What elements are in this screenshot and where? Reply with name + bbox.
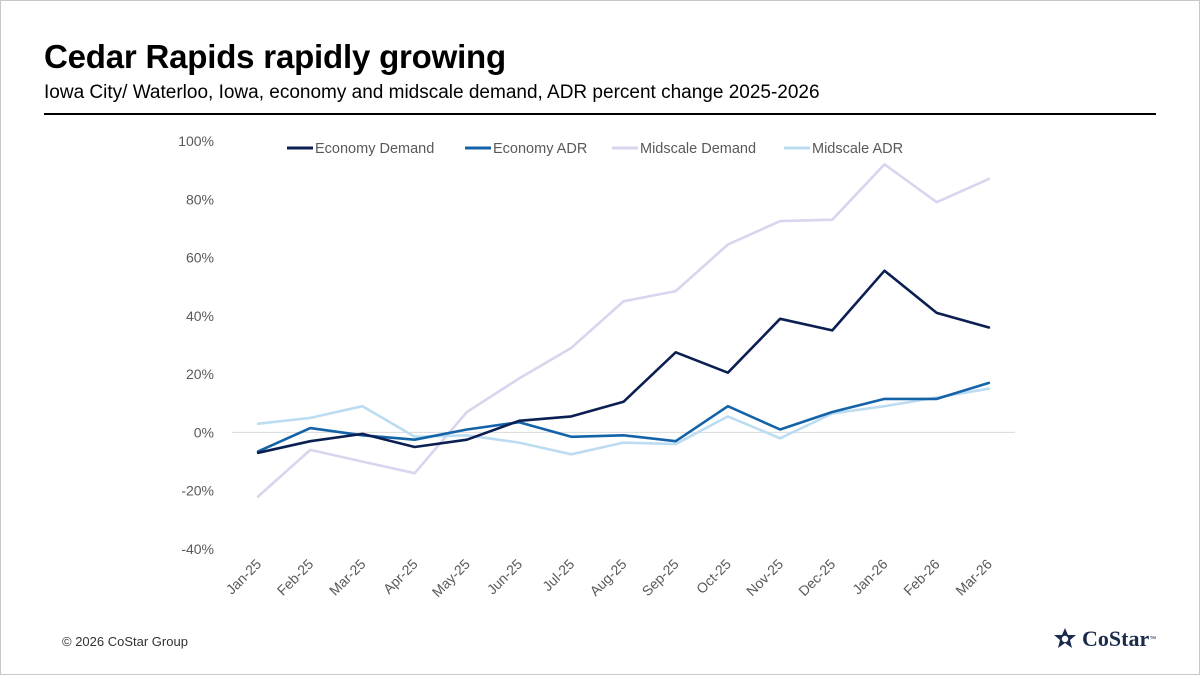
y-tick-label: 60%: [186, 250, 214, 266]
chart-subtitle: Iowa City/ Waterloo, Iowa, economy and m…: [44, 82, 820, 103]
x-tick-label: Mar-26: [952, 556, 995, 599]
y-tick-label: 20%: [186, 366, 214, 382]
legend-label: Midscale ADR: [812, 141, 903, 157]
legend-label: Economy Demand: [315, 141, 434, 157]
logo-wordmark: CoStar: [1082, 626, 1150, 651]
y-tick-label: 80%: [186, 191, 214, 207]
x-tick-label: Dec-25: [795, 556, 838, 599]
series-line-economy-demand: [256, 269, 991, 455]
costar-star-icon: [1054, 628, 1076, 648]
copyright-text: © 2026 CoStar Group: [62, 634, 188, 649]
x-tick-label: Nov-25: [743, 556, 786, 599]
title-divider: [44, 113, 1156, 115]
x-tick-label: Aug-25: [586, 556, 629, 599]
series-line-economy-adr: [256, 381, 991, 453]
y-tick-label: -20%: [181, 483, 214, 499]
series-line-midscale-adr: [256, 387, 991, 456]
x-tick-label: Mar-25: [326, 556, 369, 599]
x-tick-label: Jun-25: [484, 556, 526, 598]
y-tick-label: 40%: [186, 308, 214, 324]
legend-label: Economy ADR: [493, 141, 587, 157]
costar-logo: CoStar ™: [1052, 626, 1156, 652]
y-tick-label: 100%: [178, 133, 214, 149]
chart-title: Cedar Rapids rapidly growing: [44, 38, 506, 75]
x-tick-label: Feb-26: [900, 556, 943, 599]
x-tick-label: Feb-25: [274, 556, 317, 599]
logo-trademark: ™: [1149, 635, 1157, 643]
x-tick-label: Jul-25: [539, 556, 577, 594]
x-tick-label: Sep-25: [639, 556, 682, 599]
series-line-midscale-demand: [256, 163, 991, 498]
y-tick-label: -40%: [181, 541, 214, 557]
x-tick-label: Apr-25: [380, 556, 421, 597]
x-tick-label: May-25: [429, 556, 473, 600]
x-tick-label: Oct-25: [693, 556, 734, 597]
x-tick-label: Jan-26: [849, 556, 891, 598]
x-tick-label: Jan-25: [223, 556, 265, 598]
y-tick-label: 0%: [194, 424, 214, 440]
legend-label: Midscale Demand: [640, 141, 756, 157]
